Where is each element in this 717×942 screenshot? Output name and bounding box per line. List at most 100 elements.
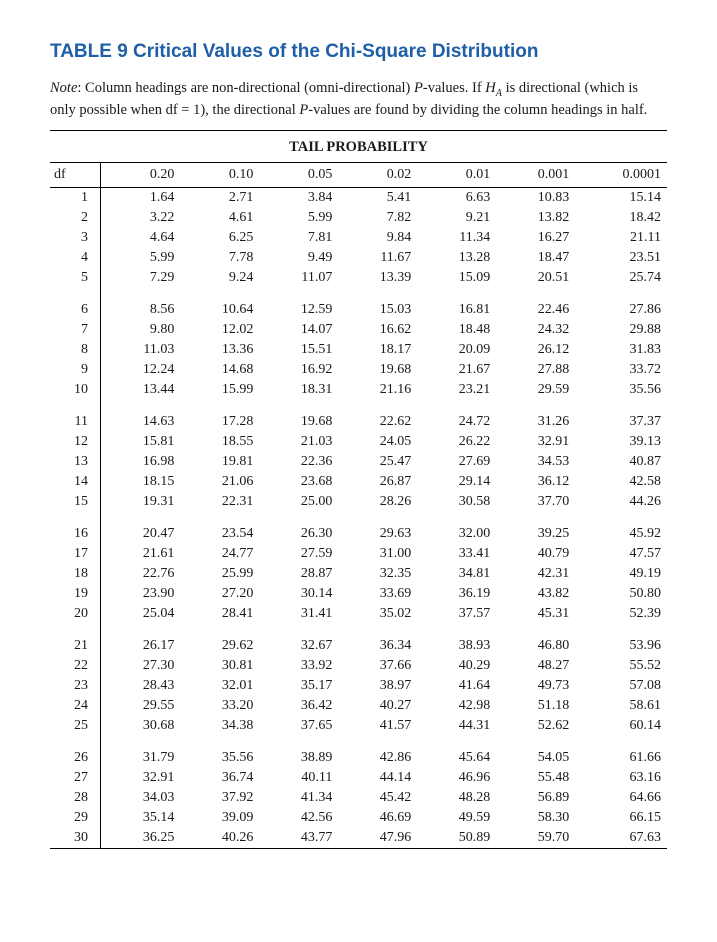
value-cell: 30.81 bbox=[180, 656, 259, 676]
value-cell: 16.62 bbox=[338, 320, 417, 340]
df-cell: 2 bbox=[50, 208, 101, 228]
value-cell: 44.26 bbox=[575, 492, 667, 512]
value-cell: 15.14 bbox=[575, 188, 667, 209]
value-cell: 25.47 bbox=[338, 452, 417, 472]
df-cell: 8 bbox=[50, 340, 101, 360]
df-cell: 3 bbox=[50, 228, 101, 248]
value-cell: 3.84 bbox=[259, 188, 338, 209]
table-row: 2025.0428.4131.4135.0237.5745.3152.39 bbox=[50, 604, 667, 624]
value-cell: 42.58 bbox=[575, 472, 667, 492]
value-cell: 30.58 bbox=[417, 492, 496, 512]
value-cell: 37.65 bbox=[259, 716, 338, 736]
value-cell: 49.59 bbox=[417, 808, 496, 828]
table-row: 1923.9027.2030.1433.6936.1943.8250.80 bbox=[50, 584, 667, 604]
col-header: 0.10 bbox=[180, 163, 259, 188]
value-cell: 44.14 bbox=[338, 768, 417, 788]
value-cell: 32.91 bbox=[496, 432, 575, 452]
df-cell: 17 bbox=[50, 544, 101, 564]
value-cell: 33.41 bbox=[417, 544, 496, 564]
value-cell: 25.74 bbox=[575, 268, 667, 288]
table-row: 1316.9819.8122.3625.4727.6934.5340.87 bbox=[50, 452, 667, 472]
value-cell: 25.04 bbox=[101, 604, 181, 624]
df-cell: 28 bbox=[50, 788, 101, 808]
value-cell: 23.21 bbox=[417, 380, 496, 400]
table-row: 1215.8118.5521.0324.0526.2232.9139.13 bbox=[50, 432, 667, 452]
note-text-1: : Column headings are non-directional (o… bbox=[77, 80, 414, 96]
value-cell: 21.67 bbox=[417, 360, 496, 380]
value-cell: 20.47 bbox=[101, 512, 181, 544]
value-cell: 22.36 bbox=[259, 452, 338, 472]
value-cell: 8.56 bbox=[101, 288, 181, 320]
col-header: 0.01 bbox=[417, 163, 496, 188]
value-cell: 32.91 bbox=[101, 768, 181, 788]
value-cell: 15.51 bbox=[259, 340, 338, 360]
value-cell: 4.64 bbox=[101, 228, 181, 248]
value-cell: 67.63 bbox=[575, 828, 667, 849]
df-cell: 11 bbox=[50, 400, 101, 432]
value-cell: 47.96 bbox=[338, 828, 417, 849]
value-cell: 41.57 bbox=[338, 716, 417, 736]
value-cell: 36.25 bbox=[101, 828, 181, 849]
value-cell: 33.20 bbox=[180, 696, 259, 716]
table-row: 2328.4332.0135.1738.9741.6449.7357.08 bbox=[50, 676, 667, 696]
col-header: 0.001 bbox=[496, 163, 575, 188]
table-row: 1519.3122.3125.0028.2630.5837.7044.26 bbox=[50, 492, 667, 512]
value-cell: 55.48 bbox=[496, 768, 575, 788]
value-cell: 22.76 bbox=[101, 564, 181, 584]
table-body: 11.642.713.845.416.6310.8315.1423.224.61… bbox=[50, 188, 667, 849]
value-cell: 29.88 bbox=[575, 320, 667, 340]
table-row: 34.646.257.819.8411.3416.2721.11 bbox=[50, 228, 667, 248]
value-cell: 34.53 bbox=[496, 452, 575, 472]
value-cell: 51.18 bbox=[496, 696, 575, 716]
table-row: 23.224.615.997.829.2113.8218.42 bbox=[50, 208, 667, 228]
value-cell: 25.00 bbox=[259, 492, 338, 512]
value-cell: 5.99 bbox=[101, 248, 181, 268]
value-cell: 24.72 bbox=[417, 400, 496, 432]
df-cell: 12 bbox=[50, 432, 101, 452]
value-cell: 13.36 bbox=[180, 340, 259, 360]
value-cell: 12.02 bbox=[180, 320, 259, 340]
value-cell: 27.88 bbox=[496, 360, 575, 380]
value-cell: 34.03 bbox=[101, 788, 181, 808]
value-cell: 24.77 bbox=[180, 544, 259, 564]
value-cell: 32.35 bbox=[338, 564, 417, 584]
value-cell: 14.07 bbox=[259, 320, 338, 340]
value-cell: 6.25 bbox=[180, 228, 259, 248]
table-row: 2631.7935.5638.8942.8645.6454.0561.66 bbox=[50, 736, 667, 768]
value-cell: 37.57 bbox=[417, 604, 496, 624]
df-cell: 25 bbox=[50, 716, 101, 736]
table-row: 57.299.2411.0713.3915.0920.5125.74 bbox=[50, 268, 667, 288]
value-cell: 20.51 bbox=[496, 268, 575, 288]
df-cell: 5 bbox=[50, 268, 101, 288]
value-cell: 45.31 bbox=[496, 604, 575, 624]
value-cell: 18.42 bbox=[575, 208, 667, 228]
value-cell: 46.80 bbox=[496, 624, 575, 656]
table-row: 912.2414.6816.9219.6821.6727.8833.72 bbox=[50, 360, 667, 380]
table-row: 2732.9136.7440.1144.1446.9655.4863.16 bbox=[50, 768, 667, 788]
value-cell: 36.19 bbox=[417, 584, 496, 604]
value-cell: 18.15 bbox=[101, 472, 181, 492]
value-cell: 25.99 bbox=[180, 564, 259, 584]
value-cell: 13.82 bbox=[496, 208, 575, 228]
value-cell: 37.92 bbox=[180, 788, 259, 808]
value-cell: 36.74 bbox=[180, 768, 259, 788]
value-cell: 14.68 bbox=[180, 360, 259, 380]
value-cell: 43.77 bbox=[259, 828, 338, 849]
value-cell: 15.09 bbox=[417, 268, 496, 288]
table-row: 2227.3030.8133.9237.6640.2948.2755.52 bbox=[50, 656, 667, 676]
value-cell: 37.70 bbox=[496, 492, 575, 512]
value-cell: 48.27 bbox=[496, 656, 575, 676]
value-cell: 22.46 bbox=[496, 288, 575, 320]
value-cell: 36.42 bbox=[259, 696, 338, 716]
value-cell: 30.68 bbox=[101, 716, 181, 736]
value-cell: 9.21 bbox=[417, 208, 496, 228]
chi-square-table: TAIL PROBABILITY df 0.20 0.10 0.05 0.02 … bbox=[50, 130, 667, 849]
value-cell: 58.30 bbox=[496, 808, 575, 828]
value-cell: 63.16 bbox=[575, 768, 667, 788]
table-row: 1114.6317.2819.6822.6224.7231.2637.37 bbox=[50, 400, 667, 432]
value-cell: 9.24 bbox=[180, 268, 259, 288]
value-cell: 49.19 bbox=[575, 564, 667, 584]
value-cell: 55.52 bbox=[575, 656, 667, 676]
value-cell: 61.66 bbox=[575, 736, 667, 768]
value-cell: 31.00 bbox=[338, 544, 417, 564]
